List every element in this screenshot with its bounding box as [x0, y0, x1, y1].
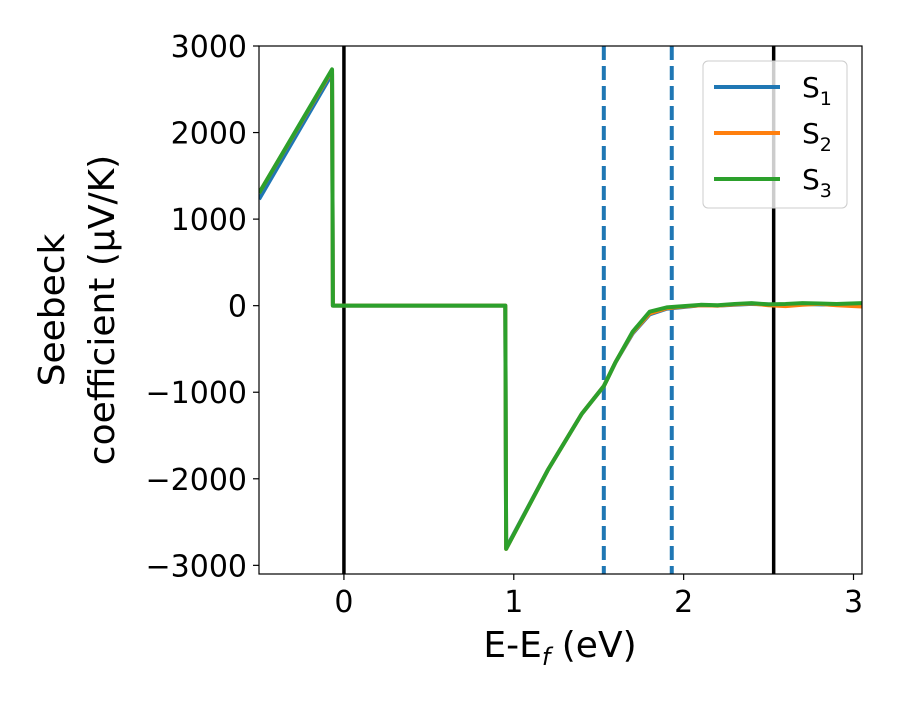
x-axis: 0 1 2 3 [334, 574, 863, 620]
plot-frame [258, 45, 863, 575]
y-tick-label: 1000 [171, 203, 247, 238]
legend-label-3: S3 [802, 163, 832, 202]
x-tick-label: 2 [674, 585, 693, 620]
y-tick-label: 0 [228, 290, 247, 325]
y-axis-label: Seebeck coefficient (μV/K) [32, 155, 123, 465]
legend: S1 S2 S3 [702, 60, 848, 209]
x-tick-label: 3 [844, 585, 863, 620]
legend-label-2: S2 [802, 117, 832, 156]
y-axis: 3000 2000 1000 0 −1000 −2000 −3000 [146, 30, 259, 584]
y-axis-label-line-2: coefficient (μV/K) [82, 155, 123, 465]
x-axis-label-unit: (eV) [550, 625, 636, 666]
series-group [259, 67, 862, 551]
y-tick-label: −3000 [146, 549, 247, 584]
legend-label-1: S1 [802, 71, 832, 110]
series-line-3 [259, 67, 862, 551]
y-tick-label: −1000 [146, 376, 247, 411]
y-tick-label: −2000 [146, 463, 247, 498]
x-axis-label: E-Ef (eV) [483, 625, 636, 671]
x-tick-label: 0 [334, 585, 353, 620]
y-tick-label: 2000 [171, 117, 247, 152]
x-tick-label: 1 [504, 585, 523, 620]
y-tick-label: 3000 [171, 30, 247, 65]
y-axis-label-line-1: Seebeck [32, 233, 73, 386]
